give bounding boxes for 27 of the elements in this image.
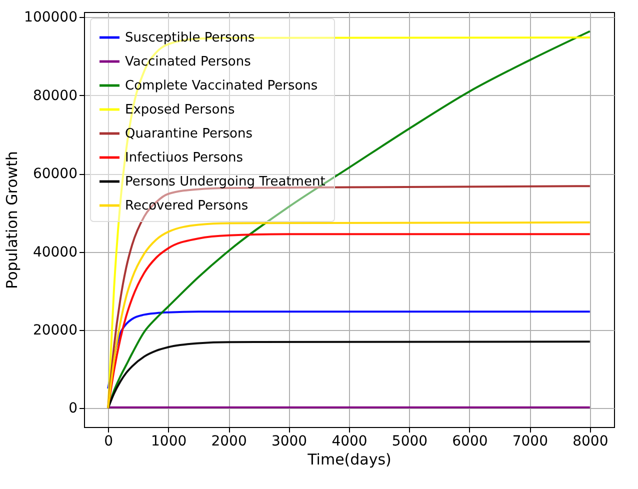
legend-label: Quarantine Persons xyxy=(125,126,253,142)
x-axis-title: Time(days) xyxy=(306,450,392,468)
y-tick-label: 0 xyxy=(68,400,78,417)
line-series xyxy=(107,310,591,390)
legend-label: Infectiuos Persons xyxy=(125,150,244,166)
x-tick-label: 7000 xyxy=(512,434,548,450)
x-tick-label: 0 xyxy=(104,434,114,450)
legend-label: Exposed Persons xyxy=(125,102,235,118)
legend-label: Complete Vaccinated Persons xyxy=(125,78,318,94)
y-tick-label: 80000 xyxy=(32,88,78,104)
x-tick-label: 4000 xyxy=(332,434,368,450)
x-tick-label: 2000 xyxy=(211,434,247,450)
x-tick-label: 5000 xyxy=(392,434,428,450)
y-tick-label: 100000 xyxy=(24,10,78,26)
x-tick-label: 8000 xyxy=(572,434,608,450)
y-axis-title: Population Growth xyxy=(3,151,22,289)
legend-label: Recovered Persons xyxy=(125,198,248,214)
legend-label: Vaccinated Persons xyxy=(125,54,252,70)
legend-label: Susceptible Persons xyxy=(125,30,256,46)
line-series xyxy=(107,340,591,410)
y-tick-label: 60000 xyxy=(32,166,78,182)
x-tick-label: 1000 xyxy=(151,434,187,450)
x-tick-label: 6000 xyxy=(452,434,488,450)
x-tick-label: 3000 xyxy=(271,434,308,450)
y-tick-label: 40000 xyxy=(32,244,78,260)
legend-label: Persons Undergoing Treatment xyxy=(125,174,326,190)
y-tick-label: 20000 xyxy=(32,322,78,338)
